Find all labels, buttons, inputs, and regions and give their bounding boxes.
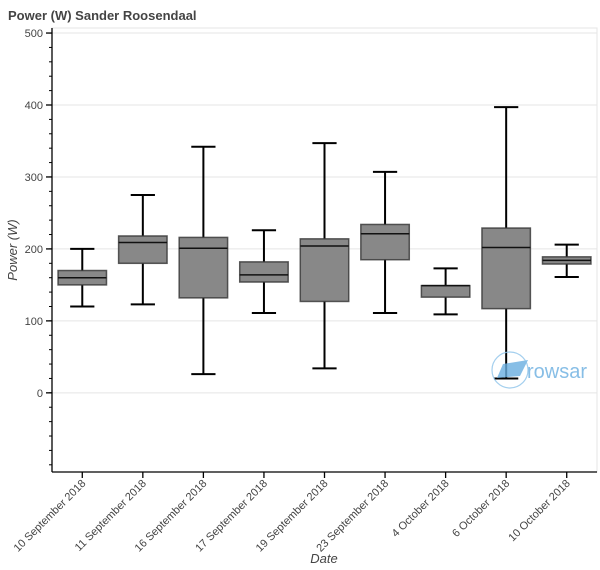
iqr-box <box>481 227 532 310</box>
iqr-box <box>178 236 229 299</box>
chart-title: Power (W) Sander Roosendaal <box>8 8 197 23</box>
boxes <box>57 106 592 380</box>
iqr-box <box>117 235 168 265</box>
iqr-box <box>299 238 350 303</box>
y-tick-label: 400 <box>25 100 43 112</box>
x-tick-label: 4 October 2018 <box>390 478 452 540</box>
watermark-text: rowsar <box>527 361 587 383</box>
iqr-box <box>238 261 289 283</box>
iqr-box <box>360 223 411 261</box>
y-axis: 0 100 200 300 400 500 <box>25 28 53 472</box>
x-tick-label: 10 October 2018 <box>506 478 572 544</box>
y-tick-label: 100 <box>25 316 43 328</box>
iqr-box <box>420 284 471 298</box>
y-tick-label: 200 <box>25 244 43 256</box>
y-axis-label: Power (W) <box>5 219 20 280</box>
x-axis-label: Date <box>310 551 337 566</box>
y-tick-label: 300 <box>25 172 43 184</box>
x-tick-label: 6 October 2018 <box>450 478 512 540</box>
watermark-logo: rowsar <box>491 351 587 389</box>
y-tick-label: 500 <box>25 28 43 40</box>
y-tick-label: 0 <box>37 388 43 400</box>
